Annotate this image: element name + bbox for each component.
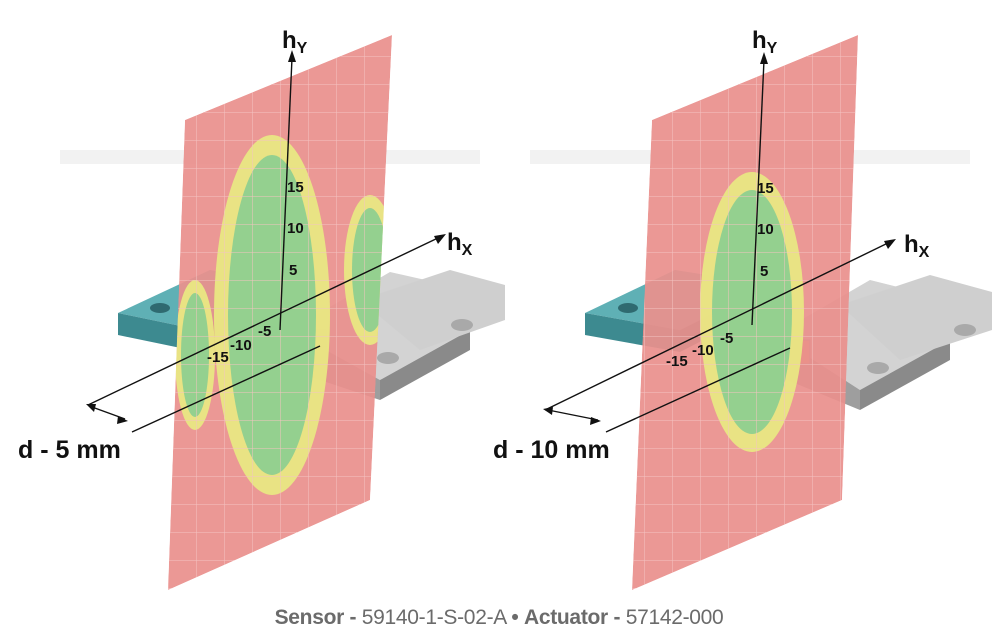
sensor-part-number: 59140-1-S-02-A xyxy=(361,606,506,629)
tick-label: -5 xyxy=(720,330,733,347)
hy-arrow-icon xyxy=(760,52,768,64)
hx-arrow-icon xyxy=(434,234,446,244)
tick-label: -15 xyxy=(207,349,229,366)
distance-arrow-icon xyxy=(543,407,553,415)
axes xyxy=(544,59,891,433)
distance-arrow-icon xyxy=(117,416,128,424)
hy-label: hY xyxy=(282,27,308,57)
tick-label: 10 xyxy=(757,221,774,238)
hy-arrow-icon xyxy=(288,50,296,62)
actuator-label: Actuator - xyxy=(523,606,621,629)
sensor-label: Sensor - xyxy=(274,606,357,629)
separator-bullet: • xyxy=(511,606,519,629)
distance-arrow-icon xyxy=(86,404,96,412)
part-caption: Sensor - 59140-1-S-02-A • Actuator - 571… xyxy=(0,606,998,630)
distance-label: d - 5 mm xyxy=(18,436,121,464)
axes xyxy=(87,57,441,433)
distance-arrow-icon xyxy=(590,417,601,425)
tick-label: -10 xyxy=(230,337,252,354)
tick-label: -5 xyxy=(258,323,271,340)
tick-label: 10 xyxy=(287,220,304,237)
tick-label: -10 xyxy=(692,342,714,359)
actuator-part-number: 57142-000 xyxy=(625,606,724,629)
tick-label: 5 xyxy=(289,262,297,279)
hx-label: hX xyxy=(447,229,473,259)
field-plane xyxy=(168,35,392,590)
hx-arrow-icon xyxy=(884,239,896,249)
tick-label: 15 xyxy=(757,180,774,197)
hx-label: hX xyxy=(904,231,930,261)
tick-label: -15 xyxy=(666,353,688,370)
tick-label: 5 xyxy=(760,263,768,280)
hy-label: hY xyxy=(752,27,778,57)
tick-label: 15 xyxy=(287,179,304,196)
distance-label: d - 10 mm xyxy=(493,436,610,464)
field-plane xyxy=(632,35,858,590)
panel-left: hY hX 15 10 5 -15 -10 -5 d - 5 mm xyxy=(18,27,505,590)
panel-right: hY hX 15 10 5 -15 -10 -5 d - 10 mm xyxy=(493,27,992,590)
